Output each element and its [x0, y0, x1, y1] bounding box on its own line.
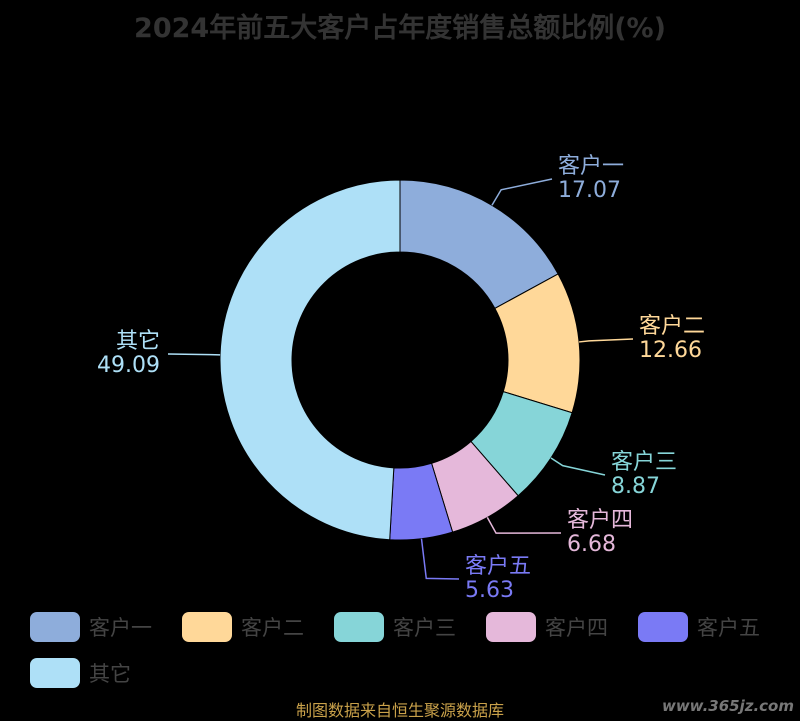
- leader-line-6: [167, 353, 221, 356]
- legend-item-2[interactable]: 客户二: [182, 612, 334, 642]
- slice-value-label-2: 12.66: [639, 338, 702, 363]
- legend-item-3[interactable]: 客户三: [334, 612, 486, 642]
- leader-line-1: [491, 178, 553, 206]
- legend-label-2: 客户二: [241, 616, 304, 640]
- slice-value-label-4: 6.68: [567, 532, 616, 557]
- leader-line-2: [579, 338, 634, 343]
- chart-title: 2024年前五大客户占年度销售总额比例(%): [134, 13, 666, 44]
- legend-swatch-4: [486, 612, 536, 642]
- legend-item-4[interactable]: 客户四: [486, 612, 638, 642]
- legend-swatch-3: [334, 612, 384, 642]
- legend: 客户一 客户二 客户三 客户四 客户五其它: [30, 612, 800, 688]
- legend-item-5[interactable]: 客户五: [638, 612, 790, 642]
- legend-swatch-6: [30, 658, 80, 688]
- slice-label-3: 客户三: [611, 450, 677, 475]
- leader-line-3: [550, 457, 606, 476]
- legend-swatch-1: [30, 612, 80, 642]
- slice-label-5: 客户五: [465, 554, 531, 579]
- legend-swatch-5: [638, 612, 688, 642]
- source-note: 制图数据来自恒生聚源数据库: [295, 701, 504, 720]
- legend-swatch-2: [182, 612, 232, 642]
- legend-item-6[interactable]: 其它: [30, 658, 182, 688]
- legend-label-5: 客户五: [697, 616, 760, 640]
- slice-value-label-5: 5.63: [465, 578, 514, 603]
- legend-label-1: 客户一: [89, 616, 152, 640]
- slice-value-label-1: 17.07: [558, 178, 621, 203]
- leader-line-4: [486, 517, 562, 534]
- donut-slice-6[interactable]: [219, 179, 401, 541]
- slice-label-4: 客户四: [567, 508, 633, 533]
- legend-label-4: 客户四: [545, 616, 608, 640]
- slice-label-2: 客户二: [639, 314, 705, 339]
- slice-value-label-3: 8.87: [611, 474, 660, 499]
- legend-item-1[interactable]: 客户一: [30, 612, 182, 642]
- slice-value-label-6: 49.09: [97, 353, 160, 378]
- leader-line-5: [420, 538, 460, 580]
- slice-label-6: 其它: [116, 329, 160, 354]
- legend-label-3: 客户三: [393, 616, 456, 640]
- legend-label-6: 其它: [89, 662, 131, 686]
- slice-label-1: 客户一: [558, 154, 624, 179]
- watermark: www.365jz.com: [661, 697, 794, 715]
